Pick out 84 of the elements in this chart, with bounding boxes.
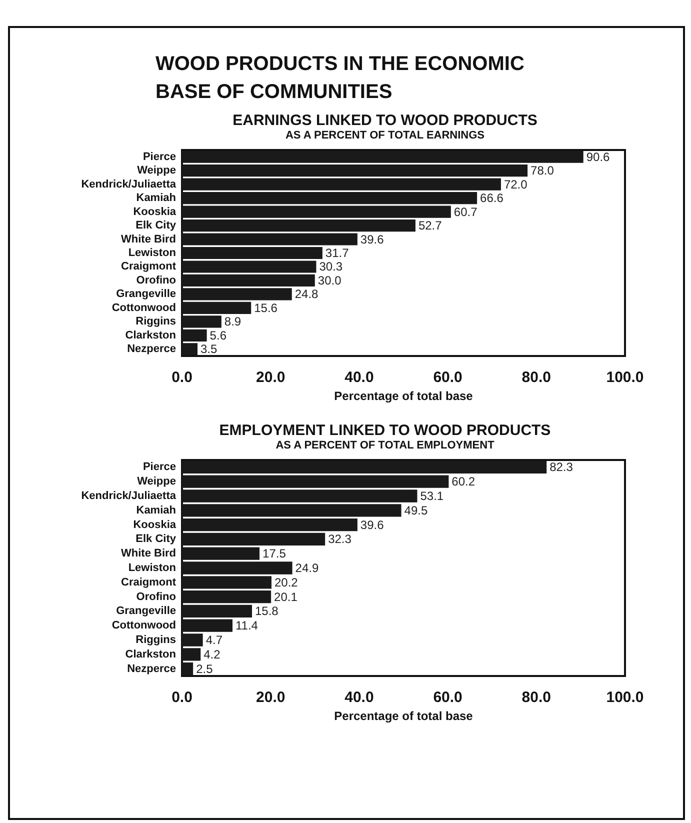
y-tick-label: Craigmont <box>121 576 176 588</box>
y-tick-label: Cottonwood <box>112 620 176 632</box>
data-label: 3.5 <box>200 342 218 356</box>
bar <box>182 518 358 532</box>
data-label: 11.4 <box>236 618 258 633</box>
y-tick-label: Nezperce <box>127 343 176 356</box>
data-label: 24.9 <box>295 561 319 575</box>
y-tick-label: Kamiah <box>136 192 176 204</box>
y-tick-label: Riggins <box>136 634 176 646</box>
x-tick-label: 20.0 <box>256 369 286 386</box>
data-label: 90.6 <box>586 150 610 164</box>
y-tick-label: Pierce <box>142 461 176 474</box>
y-tick-label: Cottonwood <box>112 302 176 314</box>
data-label: 31.7 <box>325 246 350 260</box>
data-label: 39.6 <box>360 232 384 246</box>
bar <box>182 532 326 546</box>
data-label: 52.7 <box>418 218 442 233</box>
y-tick-label: Orofino <box>136 274 176 286</box>
chart-title: EARNINGS LINKED TO WOOD PRODUCTS <box>232 112 538 129</box>
y-tick-label: Weippe <box>137 476 176 488</box>
y-tick-label: Elk City <box>136 533 177 546</box>
x-axis-title: Percentage of total base <box>334 709 474 723</box>
data-label: 20.2 <box>274 575 298 590</box>
data-label: 82.3 <box>550 460 574 474</box>
bar <box>182 590 272 604</box>
x-tick-label: 40.0 <box>344 689 374 706</box>
y-tick-label: Weippe <box>137 164 176 177</box>
data-label: 15.6 <box>254 300 278 315</box>
y-tick-label: Lewiston <box>128 247 176 259</box>
text: WOOD PRODUCTS IN THE ECONOMIC BASE OF COMMUNITIES <box>156 53 530 103</box>
x-tick-label: 60.0 <box>433 369 462 386</box>
data-label: 2.5 <box>196 662 214 676</box>
y-tick-label: Lewiston <box>128 562 176 574</box>
y-tick-label: Craigmont <box>121 260 176 273</box>
y-tick-label: Nezperce <box>127 662 176 675</box>
x-tick-label: 0.0 <box>172 689 192 706</box>
chart-subtitle: AS A PERCENT OF TOTAL EMPLOYMENT <box>276 440 495 452</box>
data-label: 20.1 <box>274 590 298 604</box>
data-label: 4.2 <box>204 647 221 662</box>
bar <box>182 662 194 676</box>
y-tick-label: Kooskia <box>133 518 177 531</box>
y-tick-label: Riggins <box>136 316 176 328</box>
data-label: 8.9 <box>224 314 242 329</box>
data-label: 66.6 <box>480 191 504 206</box>
y-tick-label: Grangeville <box>116 605 176 618</box>
y-tick-label: White Bird <box>121 548 176 560</box>
x-axis-title: Percentage of total base <box>334 389 474 403</box>
data-label: 78.0 <box>530 164 554 178</box>
x-tick-label: 20.0 <box>256 689 286 706</box>
y-tick-label: Orofino <box>136 590 176 603</box>
x-tick-label: 0.0 <box>172 369 192 386</box>
x-tick-label: 60.0 <box>433 689 462 706</box>
y-tick-label: Kooskia <box>133 206 177 218</box>
data-label: 4.7 <box>206 633 223 647</box>
x-tick-label: 80.0 <box>522 369 551 386</box>
bar <box>182 604 252 618</box>
data-label: 30.3 <box>319 260 343 274</box>
chart-subtitle: AS A PERCENT OF TOTAL EARNINGS <box>285 130 485 142</box>
data-label: 5.6 <box>210 328 227 342</box>
y-tick-label: Kendrick/Juliaetta <box>81 178 177 190</box>
y-tick-label: Pierce <box>142 150 176 163</box>
chart-title: EMPLOYMENT LINKED TO WOOD PRODUCTS <box>219 422 551 439</box>
data-label: 39.6 <box>360 518 384 532</box>
y-tick-label: Kendrick/Juliaetta <box>81 490 177 502</box>
x-tick-label: 40.0 <box>344 369 374 386</box>
x-tick-label: 100.0 <box>606 689 644 706</box>
y-tick-label: Clarkston <box>125 329 176 342</box>
data-label: 32.3 <box>328 532 352 546</box>
y-tick-label: Elk City <box>136 220 177 232</box>
data-label: 17.5 <box>262 546 286 561</box>
data-label: 49.5 <box>404 503 428 518</box>
data-label: 30.0 <box>318 273 342 288</box>
data-label: 53.1 <box>420 489 444 503</box>
y-tick-label: White Bird <box>121 233 176 246</box>
x-tick-label: 80.0 <box>522 689 551 706</box>
data-label: 72.0 <box>504 177 528 192</box>
data-label: 24.8 <box>294 287 319 302</box>
y-tick-label: Clarkston <box>125 648 176 660</box>
data-label: 15.8 <box>254 604 279 618</box>
data-label: 60.2 <box>452 474 476 489</box>
x-tick-label: 100.0 <box>606 369 644 386</box>
y-tick-label: Grangeville <box>116 288 176 300</box>
y-tick-label: Kamiah <box>136 504 176 516</box>
data-label: 60.7 <box>454 204 478 219</box>
